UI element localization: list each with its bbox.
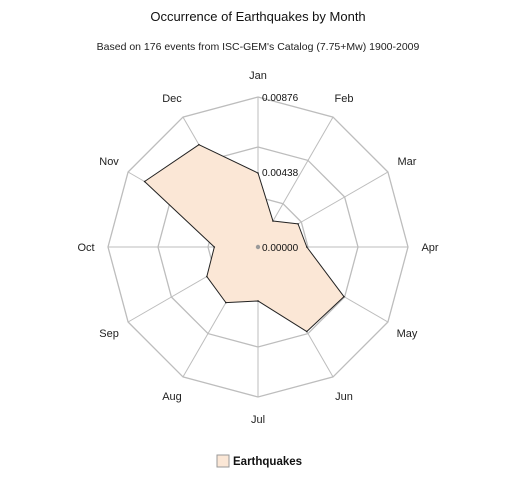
center-dot <box>255 244 261 250</box>
category-label-jul: Jul <box>251 414 265 426</box>
category-label-mar: Mar <box>397 156 416 168</box>
data-point-dec <box>198 143 200 146</box>
data-point-jul <box>257 300 259 302</box>
data-point-jun <box>306 330 308 333</box>
data-point-apr <box>306 246 308 248</box>
legend: Earthquakes <box>216 454 302 468</box>
category-label-jun: Jun <box>335 391 353 403</box>
legend-label: Earthquakes <box>233 456 302 468</box>
data-point-aug <box>225 301 227 304</box>
category-label-jan: Jan <box>249 70 267 82</box>
category-label-apr: Apr <box>421 242 438 254</box>
chart-title: Occurrence of Earthquakes by Month <box>150 9 365 24</box>
category-label-dec: Dec <box>162 93 182 105</box>
legend-swatch <box>216 454 230 468</box>
category-label-may: May <box>397 328 418 340</box>
tick-label-1: 0.00438 <box>262 168 299 179</box>
tick-label-0: 0.00000 <box>262 243 299 254</box>
category-labels: Jan Feb Mar Apr May Jun Jul Aug Sep Oct Nov Dec <box>77 70 438 426</box>
category-label-oct: Oct <box>77 242 94 254</box>
data-point-mar <box>297 223 299 225</box>
data-point-jan <box>257 172 259 174</box>
category-label-sep: Sep <box>99 328 119 340</box>
category-label-feb: Feb <box>335 93 354 105</box>
series-layer <box>143 143 345 333</box>
data-point-oct <box>213 246 216 248</box>
tick-label-2: 0.00876 <box>262 93 299 104</box>
category-label-aug: Aug <box>162 391 182 403</box>
category-label-nov: Nov <box>99 156 119 168</box>
data-point-may <box>343 295 345 298</box>
series-area-earthquakes <box>144 144 345 333</box>
data-point-sep <box>206 275 208 278</box>
data-point-nov <box>143 180 146 183</box>
data-point-feb <box>272 220 274 222</box>
chart-subtitle: Based on 176 events from ISC-GEM's Catal… <box>97 41 420 53</box>
radial-tick-labels: 0.00000 0.00438 0.00876 <box>262 93 299 254</box>
